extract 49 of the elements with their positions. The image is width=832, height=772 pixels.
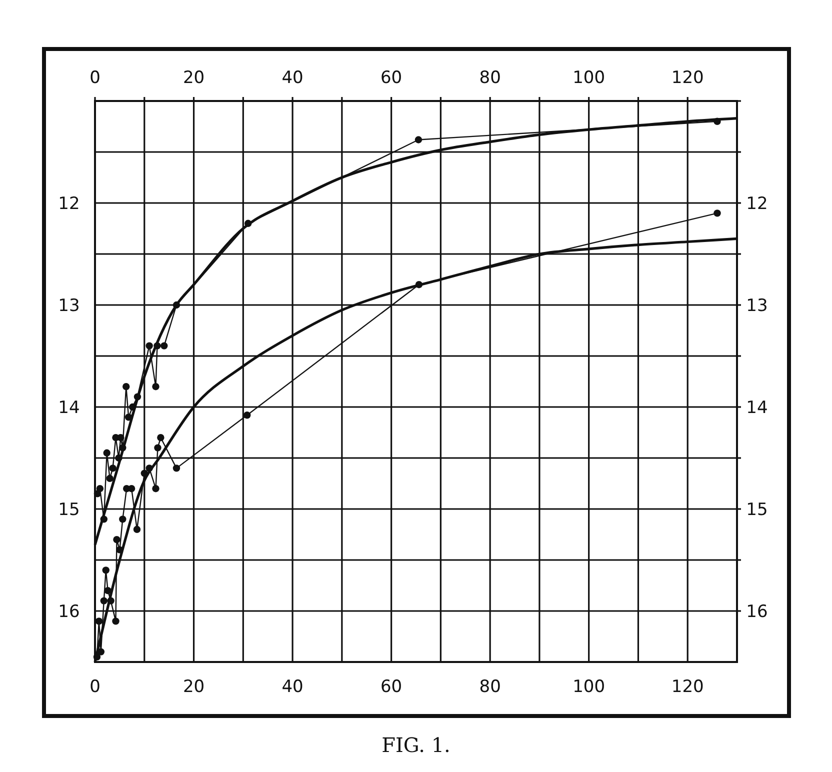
y-tick-label: 14 (58, 398, 80, 418)
y2-tick-label: 12 (746, 194, 768, 214)
x-tick-label: 80 (479, 68, 501, 88)
point (113, 536, 120, 544)
x2-tick-label: 60 (380, 677, 402, 697)
point (133, 526, 141, 533)
y-tick-label: 16 (58, 602, 80, 622)
y2-tick-label: 13 (746, 296, 768, 316)
point (109, 464, 116, 472)
y2-tick-label: 15 (746, 500, 768, 520)
point (414, 136, 422, 144)
point (96, 485, 104, 492)
point (104, 587, 112, 594)
x2-tick-label: 0 (90, 677, 100, 697)
x2-tick-label: 20 (182, 677, 205, 697)
point (112, 618, 120, 625)
y-tick-label: 12 (58, 194, 80, 214)
x-tick-label: 40 (282, 68, 304, 88)
point (122, 383, 130, 390)
point (172, 464, 180, 472)
point (157, 434, 164, 442)
point (102, 566, 110, 574)
x2-tick-label: 120 (671, 677, 704, 697)
x-tick-label: 120 (671, 68, 704, 88)
x-tick-label: 0 (90, 68, 100, 88)
point (714, 210, 721, 217)
point (106, 474, 114, 482)
y2-tick-label: 16 (746, 602, 768, 622)
point (100, 597, 108, 604)
y-tick-label: 13 (58, 296, 80, 316)
x2-tick-label: 100 (572, 677, 606, 697)
point (154, 444, 162, 452)
x-tick-label: 60 (380, 68, 402, 88)
y-tick-label: 15 (58, 500, 80, 520)
point (160, 342, 168, 350)
point (146, 342, 153, 350)
point (244, 412, 251, 419)
point (152, 485, 160, 492)
point (119, 516, 126, 523)
point (117, 434, 124, 442)
x2-tick-label: 80 (479, 677, 501, 697)
text: FIG. 1. (382, 733, 450, 757)
point (95, 618, 103, 625)
point (103, 449, 110, 456)
x-tick-label: 100 (572, 68, 606, 88)
x-tick-label: 20 (182, 68, 205, 88)
point (152, 383, 160, 390)
x2-tick-label: 40 (282, 677, 304, 697)
y2-tick-label: 14 (746, 398, 768, 418)
